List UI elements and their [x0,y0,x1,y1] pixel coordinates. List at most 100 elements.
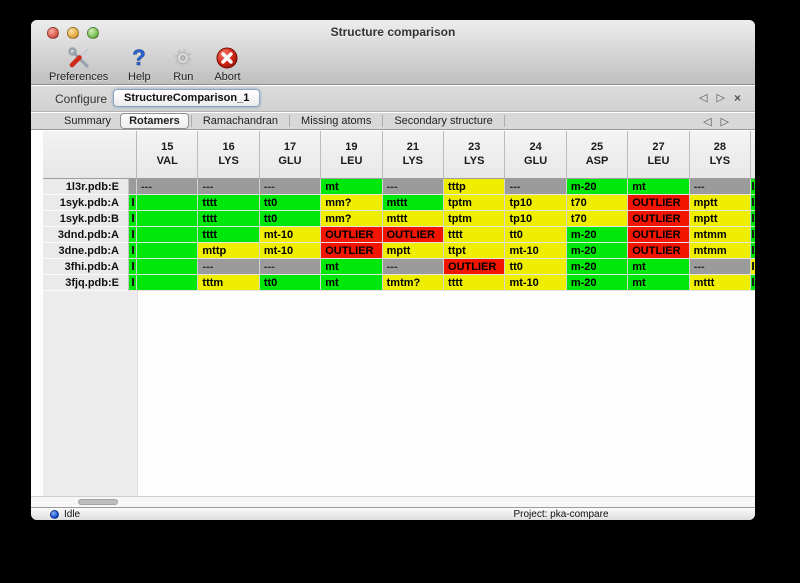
rotamer-cell[interactable]: --- [689,259,752,275]
rotamer-cell[interactable]: mptt [689,211,752,227]
rotamer-cell[interactable]: tttt [444,275,506,291]
rotamer-cell-partial[interactable] [129,211,137,227]
rotamer-cell[interactable]: mtmm [689,227,752,243]
rotamer-cell[interactable]: OUTLIER [628,195,690,211]
minimize-window-button[interactable] [67,27,79,39]
scrollbar-thumb[interactable] [78,499,118,505]
rotamer-cell[interactable]: tt0 [259,195,322,211]
help-button[interactable]: ? Help [122,45,156,85]
rotamer-cell[interactable]: mptt [382,243,445,259]
configure-close-icon[interactable]: × [733,91,741,105]
rotamer-cell[interactable]: mttt [689,275,752,291]
rotamer-cell[interactable]: --- [382,179,445,195]
rotamer-cell[interactable]: --- [505,179,567,195]
rotamer-cell-partial[interactable] [129,243,137,259]
row-label[interactable]: 3fhi.pdb:A [43,259,129,275]
rotamer-cell[interactable]: OUTLIER [628,243,690,259]
rotamer-cell-partial[interactable] [751,211,755,227]
rotamer-cell[interactable]: mt [321,259,383,275]
rotamer-cell[interactable]: OUTLIER [321,227,383,243]
row-label[interactable]: 3dne.pdb:A [43,243,129,259]
rotamer-cell[interactable]: OUTLIER [382,227,445,243]
rotamer-cell[interactable]: --- [137,179,199,195]
rotamer-cell[interactable]: tp10 [505,195,567,211]
abort-button[interactable]: Abort [210,45,244,85]
rotamer-cell[interactable]: mptt [689,195,752,211]
rotamer-cell-partial[interactable] [129,259,137,275]
rotamer-cell-partial[interactable] [129,179,137,195]
zoom-window-button[interactable] [87,27,99,39]
rotamer-cell[interactable]: mt-10 [259,227,322,243]
rotamer-cell[interactable]: --- [689,179,752,195]
rotamer-cell[interactable] [137,211,199,227]
row-label[interactable]: 1syk.pdb:B [43,211,129,227]
rotamer-cell[interactable]: mtmm [689,243,752,259]
rotamer-cell[interactable]: --- [198,259,260,275]
tab-missing-atoms[interactable]: Missing atoms [301,115,372,127]
rotamer-cell[interactable]: ttpt [444,243,506,259]
rotamer-cell[interactable] [137,243,199,259]
rotamer-cell-partial[interactable] [751,179,755,195]
rotamer-cell[interactable]: --- [382,259,445,275]
row-label[interactable]: 1syk.pdb:A [43,195,129,211]
rotamer-cell[interactable]: mt [628,259,690,275]
rotamer-cell-partial[interactable] [129,227,137,243]
rotamer-cell[interactable]: mm? [321,211,383,227]
rotamer-cell[interactable]: tttt [198,211,260,227]
rotamer-cell[interactable]: m-20 [566,243,629,259]
rotamer-cell[interactable]: tt0 [259,211,322,227]
rotamer-cell[interactable]: m-20 [566,259,629,275]
rotamer-cell[interactable]: --- [198,179,260,195]
tab-summary[interactable]: Summary [64,115,112,127]
rotamer-cell-partial[interactable] [751,243,755,259]
row-label[interactable]: 3dnd.pdb:A [43,227,129,243]
rotamer-cell[interactable]: mt-10 [505,243,567,259]
tabs-back-arrow[interactable]: ◁ [703,116,712,128]
rotamer-cell[interactable]: --- [259,259,322,275]
rotamer-cell[interactable]: tp10 [505,211,567,227]
rotamer-cell[interactable]: tttt [198,195,260,211]
rotamer-cell[interactable]: tt0 [505,227,567,243]
rotamer-cell[interactable]: mt-10 [259,243,322,259]
configure-forward-arrow[interactable]: ▷ [716,92,725,104]
preferences-button[interactable]: Preferences [45,45,112,85]
rotamer-cell-partial[interactable] [751,275,755,291]
rotamer-cell[interactable]: m-20 [566,275,629,291]
rotamer-cell[interactable]: tptm [444,211,506,227]
tab-secondary-structure[interactable]: Secondary structure [394,115,493,127]
rotamer-cell[interactable]: t70 [566,211,629,227]
rotamer-cell-partial[interactable] [751,227,755,243]
rotamer-cell[interactable] [137,195,199,211]
rotamer-cell[interactable]: tttp [444,179,506,195]
close-window-button[interactable] [47,27,59,39]
rotamer-cell[interactable] [137,227,199,243]
rotamer-cell[interactable]: tptm [444,195,506,211]
run-button[interactable]: Run [166,45,200,85]
rotamer-cell[interactable]: mt [628,179,690,195]
rotamer-cell[interactable]: mm? [321,195,383,211]
configure-back-arrow[interactable]: ◁ [699,92,708,104]
horizontal-scrollbar[interactable] [31,496,755,507]
tab-rotamers[interactable]: Rotamers [120,113,189,129]
rotamer-cell[interactable]: mttt [382,211,445,227]
rotamer-cell-partial[interactable] [129,195,137,211]
rotamer-cell[interactable]: mttt [382,195,445,211]
rotamer-cell[interactable]: m-20 [566,227,629,243]
rotamer-cell[interactable]: tmtm? [382,275,445,291]
rotamer-cell[interactable]: mt [321,275,383,291]
rotamer-cell[interactable]: OUTLIER [444,259,506,275]
rotamer-cell[interactable]: mttp [198,243,260,259]
rotamer-cell-partial[interactable] [751,259,755,275]
rotamer-cell[interactable]: tttt [444,227,506,243]
row-label[interactable]: 1l3r.pdb:E [43,179,129,195]
rotamer-cell-partial[interactable] [751,195,755,211]
rotamer-cell[interactable]: m-20 [566,179,629,195]
rotamer-cell[interactable]: mt [321,179,383,195]
rotamer-cell[interactable]: tt0 [505,259,567,275]
rotamer-cell[interactable]: OUTLIER [628,211,690,227]
rotamer-cell-partial[interactable] [129,275,137,291]
rotamer-cell[interactable] [137,259,199,275]
rotamer-cell[interactable]: t70 [566,195,629,211]
title-bar[interactable]: Structure comparison [31,20,755,44]
rotamer-cell[interactable]: mt-10 [505,275,567,291]
